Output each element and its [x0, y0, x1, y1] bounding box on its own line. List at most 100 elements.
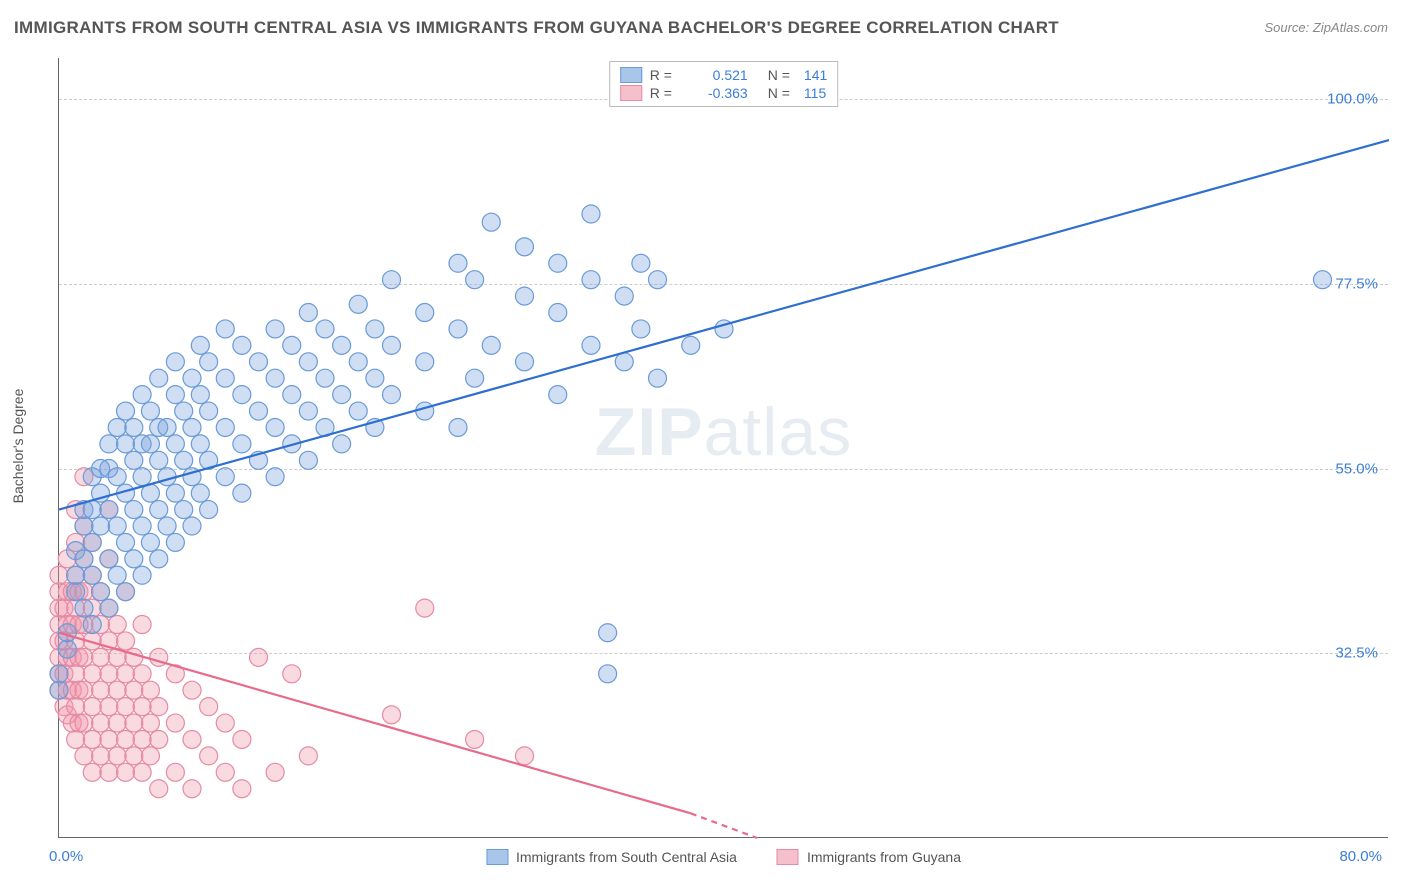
data-point	[216, 369, 234, 387]
legend-row-series2: R = -0.363 N = 115	[620, 84, 828, 102]
data-point	[333, 336, 351, 354]
data-point	[92, 583, 110, 601]
data-point	[75, 747, 93, 765]
data-point	[150, 501, 168, 519]
legend-row-series1: R = 0.521 N = 141	[620, 66, 828, 84]
data-point	[133, 468, 151, 486]
data-point	[183, 517, 201, 535]
data-point	[183, 369, 201, 387]
data-point	[233, 435, 251, 453]
data-point	[516, 747, 534, 765]
data-point	[233, 730, 251, 748]
data-point	[333, 435, 351, 453]
data-point	[466, 730, 484, 748]
data-point	[299, 353, 317, 371]
data-point	[299, 402, 317, 420]
data-point	[549, 304, 567, 322]
data-point	[183, 730, 201, 748]
data-point	[516, 287, 534, 305]
data-point	[482, 213, 500, 231]
data-point	[117, 435, 135, 453]
data-point	[100, 665, 118, 683]
data-point	[599, 665, 617, 683]
data-point	[133, 517, 151, 535]
data-point	[1314, 271, 1332, 289]
data-point	[166, 386, 184, 404]
series2-name: Immigrants from Guyana	[807, 849, 961, 865]
data-point	[100, 501, 118, 519]
data-point	[50, 681, 68, 699]
data-point	[200, 402, 218, 420]
data-point	[183, 681, 201, 699]
data-point	[482, 336, 500, 354]
data-point	[250, 353, 268, 371]
series1-name: Immigrants from South Central Asia	[516, 849, 737, 865]
data-point	[166, 763, 184, 781]
data-point	[108, 616, 126, 634]
data-point	[299, 451, 317, 469]
data-point	[100, 435, 118, 453]
data-point	[108, 468, 126, 486]
data-point	[233, 386, 251, 404]
data-point	[141, 747, 159, 765]
data-point	[108, 747, 126, 765]
scatter-plot-svg	[59, 58, 1388, 837]
swatch-series1-bottom	[486, 849, 508, 865]
correlation-legend: R = 0.521 N = 141 R = -0.363 N = 115	[609, 61, 839, 107]
data-point	[125, 501, 143, 519]
legend-item-series2: Immigrants from Guyana	[777, 849, 961, 865]
data-point	[125, 451, 143, 469]
x-tick-label: 80.0%	[1339, 848, 1382, 865]
data-point	[150, 730, 168, 748]
data-point	[83, 533, 101, 551]
n-value-series1: 141	[804, 67, 827, 83]
data-point	[582, 336, 600, 354]
data-point	[166, 353, 184, 371]
data-point	[216, 763, 234, 781]
data-point	[233, 780, 251, 798]
data-point	[92, 714, 110, 732]
data-point	[83, 616, 101, 634]
data-point	[416, 304, 434, 322]
data-point	[133, 386, 151, 404]
data-point	[150, 451, 168, 469]
data-point	[166, 435, 184, 453]
data-point	[266, 369, 284, 387]
data-point	[233, 484, 251, 502]
data-point	[108, 714, 126, 732]
data-point	[58, 640, 76, 658]
data-point	[200, 353, 218, 371]
data-point	[92, 747, 110, 765]
data-point	[191, 336, 209, 354]
data-point	[125, 747, 143, 765]
swatch-series1	[620, 67, 642, 83]
data-point	[366, 369, 384, 387]
y-axis-label: Bachelor's Degree	[10, 389, 26, 504]
data-point	[125, 418, 143, 436]
data-point	[75, 681, 93, 699]
data-point	[92, 517, 110, 535]
data-point	[266, 418, 284, 436]
data-point	[92, 648, 110, 666]
data-point	[615, 287, 633, 305]
data-point	[316, 369, 334, 387]
data-point	[133, 763, 151, 781]
data-point	[349, 353, 367, 371]
data-point	[125, 550, 143, 568]
data-point	[141, 714, 159, 732]
data-point	[383, 336, 401, 354]
data-point	[100, 698, 118, 716]
y-tick-label: 77.5%	[1335, 275, 1378, 292]
data-point	[266, 320, 284, 338]
data-point	[200, 501, 218, 519]
data-point	[416, 402, 434, 420]
data-point	[133, 566, 151, 584]
data-point	[316, 320, 334, 338]
source-attribution: Source: ZipAtlas.com	[1264, 20, 1388, 35]
data-point	[141, 533, 159, 551]
data-point	[466, 271, 484, 289]
data-point	[175, 402, 193, 420]
data-point	[125, 648, 143, 666]
data-point	[117, 533, 135, 551]
data-point	[67, 583, 85, 601]
